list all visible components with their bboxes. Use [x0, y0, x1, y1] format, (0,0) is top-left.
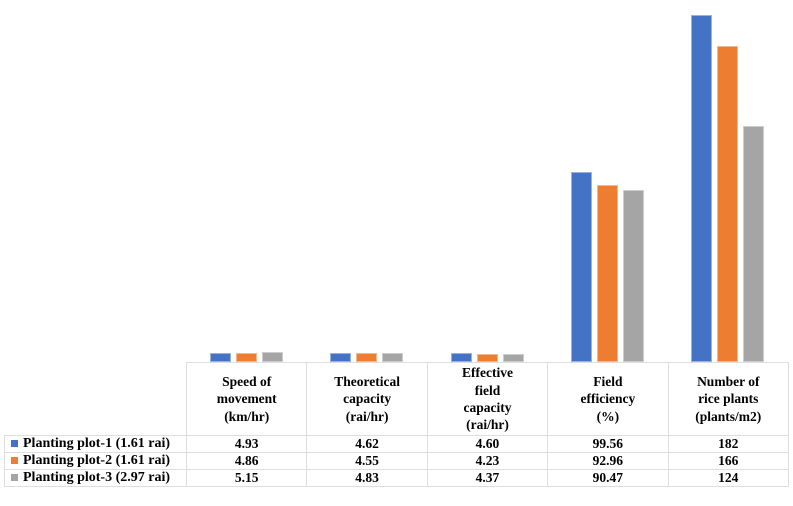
value-cell-series3-cat2: 4.83 — [306, 469, 428, 487]
value-cell-series2-cat5: 166 — [667, 452, 789, 470]
legend-item-series3: Planting plot-3 (2.97 rai) — [4, 469, 187, 487]
column-header-cat1: Speed of movement (km/hr) — [185, 362, 308, 436]
plot-area — [186, 0, 788, 362]
bar-series1-cat1 — [209, 352, 231, 362]
table-row-series1: Planting plot-1 (1.61 rai) 4.93 4.62 4.60 99… — [4, 435, 789, 453]
value-cell-series2-cat4: 92.96 — [547, 452, 669, 470]
value-cell-series2-cat3: 4.23 — [426, 452, 549, 470]
legend-label: Planting plot-2 (1.61 rai) — [23, 453, 170, 469]
bar-series1-cat5 — [691, 15, 713, 362]
value-cell-series1-cat1: 4.93 — [185, 435, 308, 453]
table-header-row: Speed of movement (km/hr) Theoretical cap… — [4, 362, 789, 436]
bar-series2-cat2 — [356, 353, 378, 362]
value-cell-series3-cat3: 4.37 — [426, 469, 549, 487]
bar-series1-cat4 — [570, 172, 592, 362]
table-row-series2: Planting plot-2 (1.61 rai) 4.86 4.55 4.23 92… — [4, 452, 789, 470]
bar-series2-cat4 — [596, 184, 618, 362]
bar-series3-cat2 — [382, 352, 404, 362]
chart-data-table: Speed of movement (km/hr) Theoretical cap… — [4, 362, 789, 487]
value-cell-series3-cat1: 5.15 — [185, 469, 308, 487]
bar-series3-cat3 — [502, 353, 524, 362]
column-header-cat2: Theoretical capacity (rai/hr) — [306, 362, 428, 436]
bar-series1-cat2 — [330, 353, 352, 362]
bar-series3-cat1 — [261, 352, 283, 362]
value-cell-series1-cat5: 182 — [667, 435, 789, 453]
legend-color-swatch-icon — [11, 457, 18, 464]
table-row-series3: Planting plot-3 (2.97 rai) 5.15 4.83 4.37 90… — [4, 469, 789, 487]
column-header-cat3: Effective field capacity (rai/hr) — [426, 362, 549, 436]
value-cell-series3-cat5: 124 — [667, 469, 789, 487]
column-header-cat5: Number of rice plants (plants/m2) — [667, 362, 789, 436]
value-cell-series1-cat4: 99.56 — [547, 435, 669, 453]
value-cell-series3-cat4: 90.47 — [547, 469, 669, 487]
bar-series2-cat3 — [476, 353, 498, 362]
bar-series2-cat1 — [235, 352, 257, 362]
bar-series3-cat5 — [743, 125, 765, 362]
legend-item-series1: Planting plot-1 (1.61 rai) — [4, 435, 187, 453]
table-corner-cell — [4, 362, 187, 436]
column-header-cat4: Field efficiency (%) — [547, 362, 669, 436]
legend-label: Planting plot-3 (2.97 rai) — [23, 470, 170, 486]
bar-series2-cat5 — [717, 45, 739, 362]
value-cell-series2-cat2: 4.55 — [306, 452, 428, 470]
value-cell-series2-cat1: 4.86 — [185, 452, 308, 470]
legend-color-swatch-icon — [11, 440, 18, 447]
bar-series3-cat4 — [622, 189, 644, 362]
legend-item-series2: Planting plot-2 (1.61 rai) — [4, 452, 187, 470]
value-cell-series1-cat2: 4.62 — [306, 435, 428, 453]
bar-series1-cat3 — [450, 353, 472, 362]
value-cell-series1-cat3: 4.60 — [426, 435, 549, 453]
legend-color-swatch-icon — [11, 474, 18, 481]
legend-label: Planting plot-1 (1.61 rai) — [23, 436, 170, 452]
